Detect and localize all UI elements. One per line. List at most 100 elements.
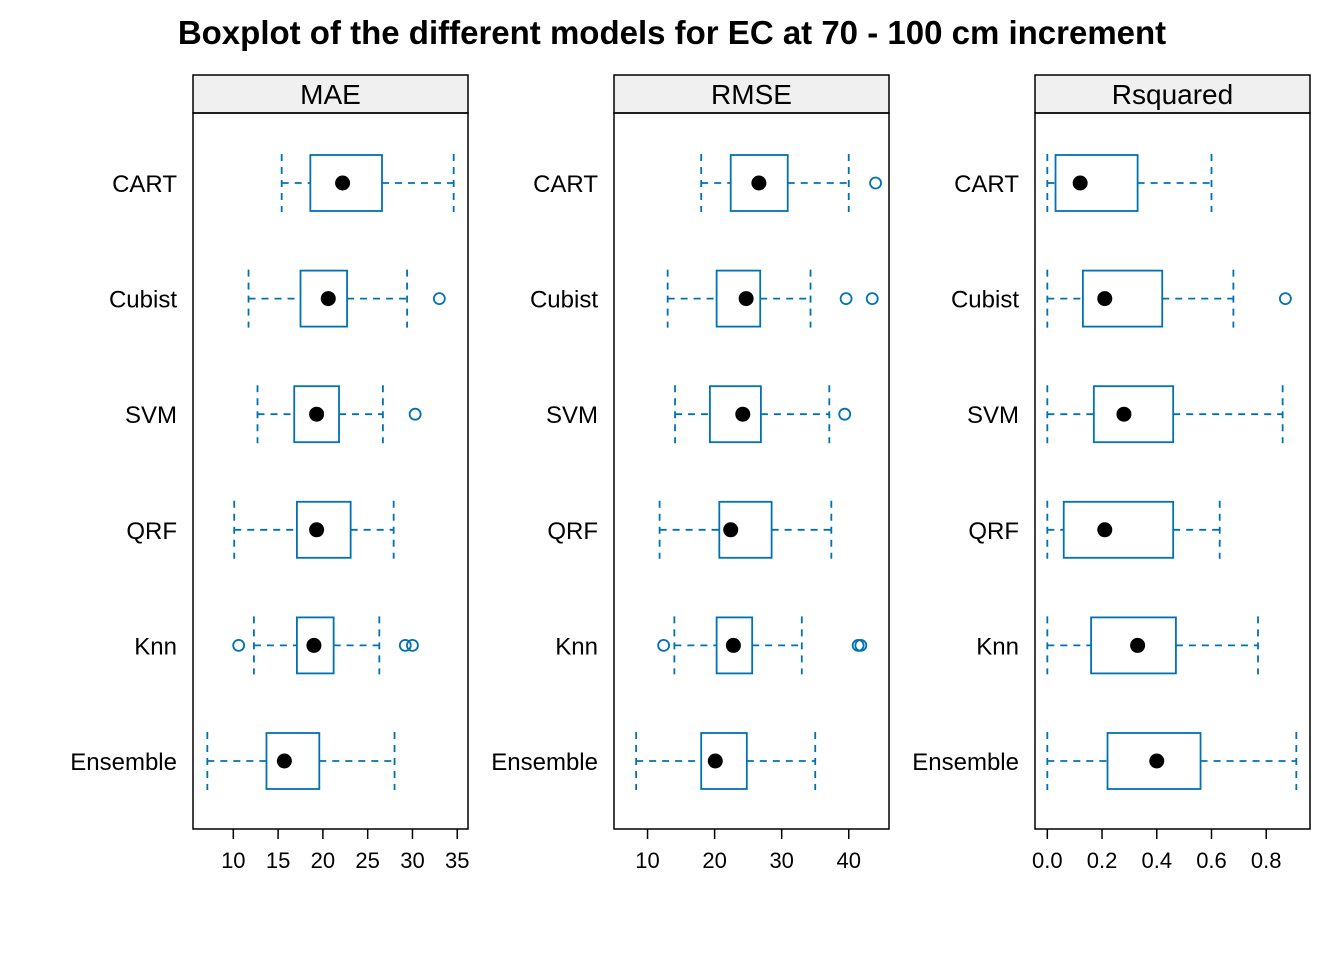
box-svm-rsquared bbox=[1046, 385, 1284, 444]
median-dot-ensemble-rsquared bbox=[1149, 753, 1165, 769]
iqr-box-cubist-rmse bbox=[715, 269, 762, 328]
strip-label-rsquared: Rsquared bbox=[1112, 79, 1233, 110]
median-dot-knn-mae bbox=[306, 637, 322, 653]
x-tick-label-mae: 35 bbox=[445, 848, 469, 873]
strip-label-rmse: RMSE bbox=[711, 79, 792, 110]
iqr-box-cart-rmse bbox=[729, 154, 789, 212]
x-tick-label-rmse: 30 bbox=[769, 848, 793, 873]
outlier-point-cubist-rmse bbox=[839, 292, 853, 306]
strip-label-mae: MAE bbox=[300, 79, 361, 110]
iqr-box-svm-rmse bbox=[709, 385, 762, 444]
box-cart-rsquared bbox=[1046, 154, 1213, 212]
x-tick-label-mae: 30 bbox=[400, 848, 424, 873]
box-knn-rmse bbox=[657, 616, 868, 675]
category-label-ensemble-mae: Ensemble bbox=[70, 749, 177, 776]
box-svm-mae bbox=[256, 385, 422, 444]
plot-frame-rmse bbox=[613, 112, 890, 830]
outlier-point-cubist-rsquared bbox=[1278, 292, 1292, 306]
iqr-box-knn-mae bbox=[296, 616, 335, 675]
box-qrf-rsquared bbox=[1046, 500, 1221, 559]
x-tick-label-rmse: 20 bbox=[702, 848, 726, 873]
x-tick-label-mae: 25 bbox=[355, 848, 379, 873]
median-dot-qrf-mae bbox=[309, 522, 325, 538]
box-ensemble-rsquared bbox=[1046, 732, 1298, 790]
outlier-point-cart-rmse bbox=[869, 176, 882, 190]
box-cubist-mae bbox=[247, 269, 446, 328]
outlier-point-svm-rmse bbox=[838, 407, 852, 421]
strip-mae bbox=[192, 74, 469, 114]
outlier-point-knn-rmse bbox=[657, 639, 671, 652]
box-knn-rsquared bbox=[1046, 616, 1259, 675]
median-dot-knn-rmse bbox=[725, 637, 741, 653]
iqr-box-ensemble-rsquared bbox=[1106, 732, 1202, 790]
category-label-qrf-mae: QRF bbox=[126, 518, 177, 545]
box-ensemble-rmse bbox=[635, 732, 817, 790]
category-label-svm-rsquared: SVM bbox=[967, 402, 1019, 429]
box-svm-rmse bbox=[674, 385, 852, 444]
category-label-svm-mae: SVM bbox=[125, 402, 177, 429]
box-cubist-rmse bbox=[666, 269, 879, 328]
category-label-knn-mae: Knn bbox=[134, 633, 177, 660]
median-dot-cart-rsquared bbox=[1072, 175, 1088, 191]
iqr-box-ensemble-mae bbox=[265, 732, 321, 790]
box-knn-mae bbox=[232, 616, 419, 675]
box-ensemble-mae bbox=[206, 732, 396, 790]
iqr-box-cubist-rsquared bbox=[1081, 269, 1164, 328]
median-dot-knn-rsquared bbox=[1130, 637, 1146, 653]
box-cubist-rsquared bbox=[1046, 269, 1292, 328]
x-tick-label-mae: 15 bbox=[266, 848, 290, 873]
box-cart-rmse bbox=[700, 154, 882, 212]
x-tick-label-rmse: 10 bbox=[635, 848, 659, 873]
median-dot-svm-rmse bbox=[735, 406, 751, 422]
median-dot-svm-mae bbox=[309, 406, 325, 422]
x-tick-label-mae: 20 bbox=[311, 848, 335, 873]
plot-frame-mae bbox=[192, 112, 469, 830]
strip-rmse bbox=[613, 74, 890, 114]
chart-title: Boxplot of the different models for EC a… bbox=[178, 14, 1166, 51]
outlier-point-cubist-mae bbox=[432, 292, 446, 306]
box-qrf-mae bbox=[233, 500, 395, 559]
box-cart-mae bbox=[280, 154, 455, 212]
panel-rsquared: Rsquared CART Cubist SVM QRF Knn Ensemble 0.0 0.… bbox=[912, 74, 1311, 873]
iqr-box-svm-rsquared bbox=[1092, 385, 1175, 444]
iqr-box-cart-rsquared bbox=[1054, 154, 1139, 212]
outlier-point-knn-mae bbox=[406, 639, 419, 652]
iqr-box-qrf-rsquared bbox=[1062, 500, 1175, 559]
x-tick-label-rsquared: 0.4 bbox=[1141, 848, 1172, 873]
panel-mae: MAE CART Cubist SVM QRF Knn Ensemble 10 15 20 25 30… bbox=[70, 74, 469, 873]
median-dot-qrf-rsquared bbox=[1097, 522, 1113, 538]
iqr-box-cart-mae bbox=[309, 154, 383, 212]
category-label-qrf-rsquared: QRF bbox=[968, 518, 1019, 545]
median-dot-svm-rsquared bbox=[1116, 406, 1132, 422]
panel-rmse: RMSE CART Cubist SVM QRF Knn Ensemble 10 20 30 40 bbox=[491, 74, 890, 873]
category-label-cubist-rsquared: Cubist bbox=[951, 287, 1019, 314]
outlier-point-svm-mae bbox=[408, 407, 422, 421]
category-label-cart-rmse: CART bbox=[533, 171, 598, 198]
category-label-cart-rsquared: CART bbox=[954, 171, 1019, 198]
median-dot-qrf-rmse bbox=[723, 522, 739, 538]
x-tick-label-rmse: 40 bbox=[837, 848, 861, 873]
category-label-qrf-rmse: QRF bbox=[547, 518, 598, 545]
x-tick-label-rsquared: 0.0 bbox=[1032, 848, 1063, 873]
x-tick-label-rsquared: 0.6 bbox=[1196, 848, 1227, 873]
strip-rsquared bbox=[1034, 74, 1311, 114]
category-label-cubist-rmse: Cubist bbox=[530, 287, 598, 314]
category-label-knn-rmse: Knn bbox=[555, 633, 598, 660]
x-tick-label-rsquared: 0.2 bbox=[1087, 848, 1118, 873]
iqr-box-ensemble-rmse bbox=[700, 732, 748, 790]
outlier-point-cubist-rmse bbox=[865, 292, 879, 306]
outlier-point-knn-mae bbox=[398, 639, 412, 652]
x-tick-label-mae: 10 bbox=[221, 848, 245, 873]
iqr-box-qrf-rmse bbox=[718, 500, 773, 559]
iqr-box-qrf-mae bbox=[296, 500, 352, 559]
category-label-ensemble-rmse: Ensemble bbox=[491, 749, 598, 776]
median-dot-ensemble-mae bbox=[276, 753, 292, 769]
median-dot-cubist-rmse bbox=[738, 291, 754, 307]
outlier-point-knn-mae bbox=[232, 639, 246, 652]
category-label-ensemble-rsquared: Ensemble bbox=[912, 749, 1019, 776]
median-dot-cart-rmse bbox=[751, 175, 767, 191]
x-tick-label-rsquared: 0.8 bbox=[1251, 848, 1282, 873]
iqr-box-knn-rmse bbox=[715, 616, 754, 675]
median-dot-cubist-mae bbox=[320, 291, 336, 307]
